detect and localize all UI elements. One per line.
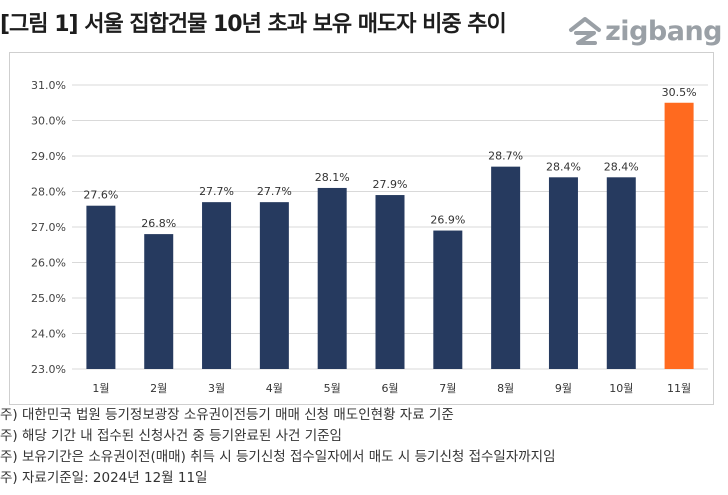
y-tick-label: 26.0% (31, 257, 66, 270)
footnote: 주) 대한민국 법원 등기정보광장 소유권이전등기 매매 신청 매도인현황 자료… (0, 407, 454, 423)
data-label: 28.4% (546, 160, 581, 173)
x-tick-label: 11월 (667, 382, 691, 395)
bar (202, 202, 232, 369)
x-tick-label: 8월 (497, 382, 514, 395)
x-tick-label: 5월 (324, 382, 341, 395)
bar (433, 230, 463, 369)
y-tick-label: 31.0% (31, 79, 66, 92)
x-tick-label: 6월 (381, 382, 398, 395)
x-tick-label: 4월 (266, 382, 283, 395)
bar (491, 166, 521, 369)
footnote: 주) 자료기준일: 2024년 12월 11일 (0, 470, 208, 486)
data-label: 28.4% (604, 160, 639, 173)
logo-wordmark: zigbang (605, 15, 722, 47)
footnote: 주) 해당 기간 내 접수된 신청사건 중 등기완료된 사건 기준임 (0, 428, 342, 444)
bar (259, 202, 289, 369)
x-tick-label: 1월 (92, 382, 109, 395)
data-label: 27.7% (257, 185, 292, 198)
y-tick-label: 25.0% (31, 292, 66, 305)
data-label: 26.9% (430, 214, 465, 227)
data-label: 27.7% (199, 185, 234, 198)
y-tick-label: 27.0% (31, 221, 66, 234)
x-tick-label: 3월 (208, 382, 225, 395)
bar (548, 177, 578, 369)
x-tick-label: 10월 (609, 382, 633, 395)
footnotes: 주) 대한민국 법원 등기정보광장 소유권이전등기 매매 신청 매도인현황 자료… (0, 405, 556, 489)
chart-title: [그림 1] 서울 집합건물 10년 초과 보유 매도자 비중 추이 (0, 12, 507, 37)
data-label: 26.8% (141, 217, 176, 230)
y-tick-label: 23.0% (31, 363, 66, 376)
bar (664, 102, 694, 369)
chart-frame: 23.0% 24.0% 25.0% 26.0% 27.0% 28.0% 29.0% 30.0%… (9, 52, 714, 405)
x-tick-label: 9월 (555, 382, 572, 395)
y-tick-label: 28.0% (31, 186, 66, 199)
bar (144, 234, 174, 369)
data-label: 28.7% (488, 150, 523, 163)
bar (606, 177, 636, 369)
x-tick-label: 2월 (150, 382, 167, 395)
footnote: 주) 보유기간은 소유권이전(매매) 취득 시 등기신청 접수일자에서 매도 시… (0, 449, 556, 465)
bar-chart: 23.0% 24.0% 25.0% 26.0% 27.0% 28.0% 29.0% 30.0%… (31, 79, 708, 395)
house-logo-icon (569, 17, 602, 45)
data-label: 28.1% (315, 171, 350, 184)
data-label: 30.5% (662, 86, 697, 99)
y-tick-label: 24.0% (31, 328, 66, 341)
data-label: 27.6% (83, 189, 118, 202)
y-tick-label: 29.0% (31, 150, 66, 163)
y-tick-label: 30.0% (31, 115, 66, 128)
x-tick-label: 7월 (439, 382, 456, 395)
bar (375, 195, 405, 369)
bar (317, 187, 347, 369)
data-label: 27.9% (373, 178, 408, 191)
zigbang-logo: zigbang (568, 16, 722, 46)
bar (86, 205, 116, 369)
